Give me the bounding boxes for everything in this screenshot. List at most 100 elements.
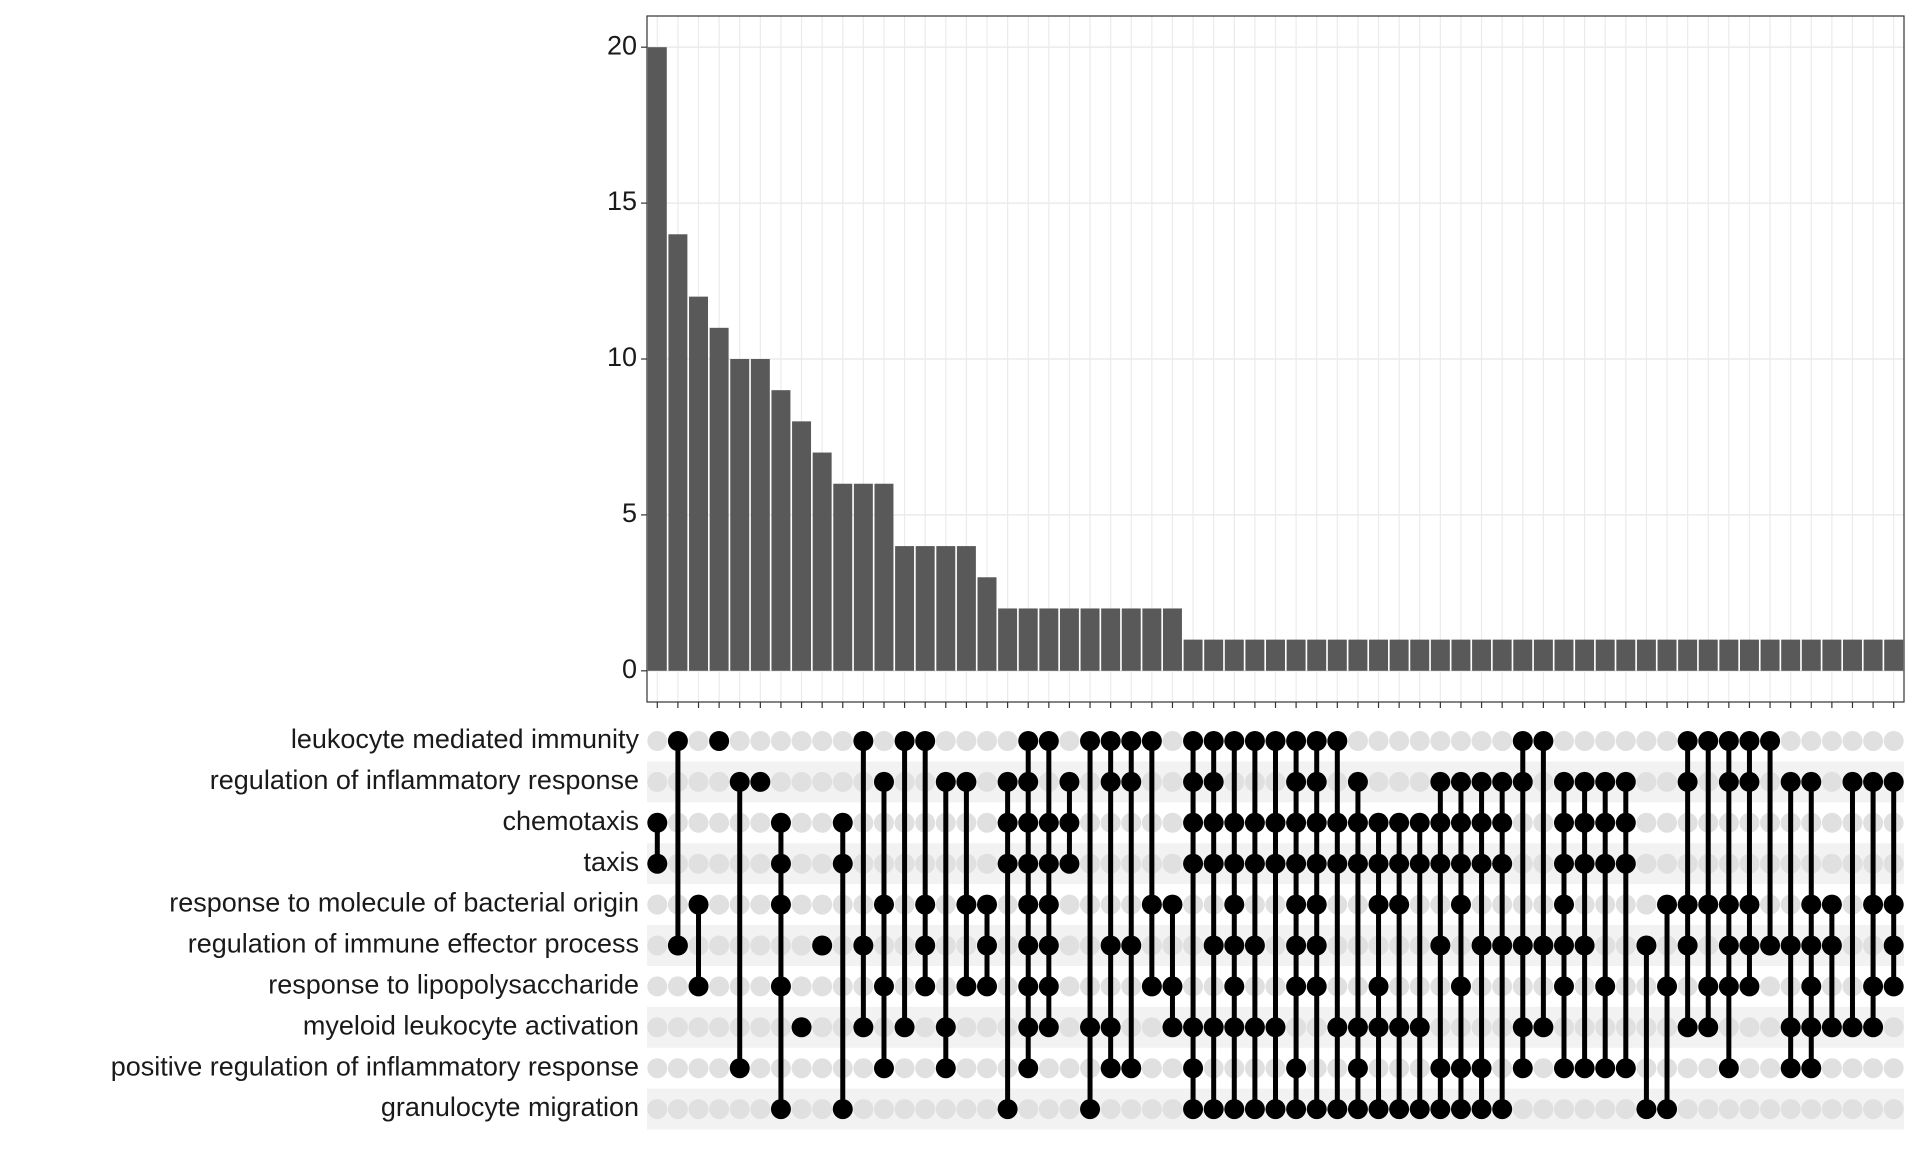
matrix-dot <box>1409 1099 1430 1120</box>
matrix-dot <box>1739 935 1760 956</box>
matrix-dot <box>1615 771 1636 792</box>
matrix-dot <box>1224 935 1245 956</box>
matrix-dot <box>1389 894 1410 915</box>
set-label: response to molecule of bacterial origin <box>169 888 639 918</box>
matrix-dot-empty <box>935 731 956 751</box>
matrix-dot-empty <box>853 1099 874 1120</box>
matrix-dot-empty <box>750 894 771 915</box>
matrix-dot <box>1265 1099 1286 1120</box>
matrix-dot <box>1863 1017 1884 1038</box>
bar <box>1739 639 1759 671</box>
matrix-dot <box>1306 1099 1327 1120</box>
y-tick-label: 20 <box>607 30 637 60</box>
matrix-dot <box>1718 935 1739 956</box>
matrix-dot-empty <box>873 1099 894 1120</box>
bar <box>1884 639 1904 671</box>
matrix-dot <box>1512 771 1533 792</box>
set-label: regulation of immune effector process <box>188 929 639 959</box>
matrix-dot <box>1698 731 1719 751</box>
matrix-dot <box>1574 1058 1595 1079</box>
matrix-dot <box>1698 894 1719 915</box>
matrix-dot <box>1203 1017 1224 1038</box>
matrix-dot <box>1677 731 1698 751</box>
matrix-dot-empty <box>688 1058 709 1079</box>
bar <box>1348 639 1368 671</box>
matrix-dot <box>1574 853 1595 874</box>
matrix-dot <box>1203 1099 1224 1120</box>
bar <box>1245 639 1265 671</box>
matrix-dot-empty <box>1821 1099 1842 1120</box>
matrix-dot <box>1100 935 1121 956</box>
matrix-dot-empty <box>709 894 730 915</box>
matrix-dot <box>1760 731 1781 751</box>
matrix-dot-empty <box>832 771 853 792</box>
bar <box>895 546 915 671</box>
matrix-dot <box>1718 976 1739 997</box>
matrix-dot <box>1657 1099 1678 1120</box>
matrix-dot-empty <box>956 731 977 751</box>
matrix-dot <box>1059 853 1080 874</box>
matrix-dot <box>1286 771 1307 792</box>
matrix-dot-empty <box>812 976 833 997</box>
matrix-dot <box>1409 1017 1430 1038</box>
matrix-dot <box>729 771 750 792</box>
y-tick-label: 15 <box>607 186 637 216</box>
matrix-dot-empty <box>1883 1058 1904 1079</box>
matrix-dot <box>915 731 936 751</box>
matrix-dot <box>1780 1017 1801 1038</box>
matrix-dot <box>1224 1099 1245 1120</box>
matrix-dot <box>1512 1058 1533 1079</box>
bar <box>936 546 956 671</box>
matrix-dot-empty <box>915 1058 936 1079</box>
matrix-dot <box>1595 976 1616 997</box>
matrix-dot <box>1183 1099 1204 1120</box>
matrix-dot <box>1863 894 1884 915</box>
matrix-dot <box>1471 935 1492 956</box>
matrix-dot <box>1553 935 1574 956</box>
matrix-dot <box>1698 1017 1719 1038</box>
matrix-dot-empty <box>956 1058 977 1079</box>
matrix-dot-empty <box>1347 731 1368 751</box>
matrix-dot-empty <box>647 894 668 915</box>
bar <box>874 483 894 671</box>
matrix-dot-empty <box>791 976 812 997</box>
matrix-dot <box>1368 976 1389 997</box>
matrix-dot-empty <box>956 1017 977 1038</box>
matrix-dot-empty <box>1409 771 1430 792</box>
matrix-dot <box>1018 853 1039 874</box>
matrix-dot <box>1018 812 1039 833</box>
matrix-dot <box>1450 976 1471 997</box>
bar <box>1472 639 1492 671</box>
matrix-dot-empty <box>1141 1099 1162 1120</box>
matrix-dot <box>1471 1099 1492 1120</box>
bar <box>709 327 729 671</box>
matrix-dot <box>1224 976 1245 997</box>
matrix-dot <box>873 894 894 915</box>
matrix-dot-empty <box>1162 771 1183 792</box>
matrix-dot-empty <box>1574 1099 1595 1120</box>
matrix-dot <box>1389 812 1410 833</box>
matrix-dot <box>1739 976 1760 997</box>
matrix-dot <box>832 812 853 833</box>
matrix-dot <box>1327 812 1348 833</box>
matrix-dot <box>1863 771 1884 792</box>
matrix-dot <box>1244 1099 1265 1120</box>
matrix-dot-empty <box>1821 1058 1842 1079</box>
matrix-dot-empty <box>709 853 730 874</box>
matrix-dot <box>1306 894 1327 915</box>
matrix-dot-empty <box>1657 771 1678 792</box>
matrix-dot <box>915 935 936 956</box>
matrix-dot <box>1121 771 1142 792</box>
bar <box>956 546 976 671</box>
matrix-dot-empty <box>1760 1099 1781 1120</box>
bar <box>1863 639 1883 671</box>
matrix-dot-empty <box>812 771 833 792</box>
matrix-dot-empty <box>1553 1099 1574 1120</box>
y-tick-label: 5 <box>622 498 637 528</box>
matrix-dot <box>1780 1058 1801 1079</box>
bar <box>1575 639 1595 671</box>
matrix-dot <box>1121 935 1142 956</box>
matrix-dot-empty <box>1739 1058 1760 1079</box>
matrix-dot-empty <box>1615 731 1636 751</box>
